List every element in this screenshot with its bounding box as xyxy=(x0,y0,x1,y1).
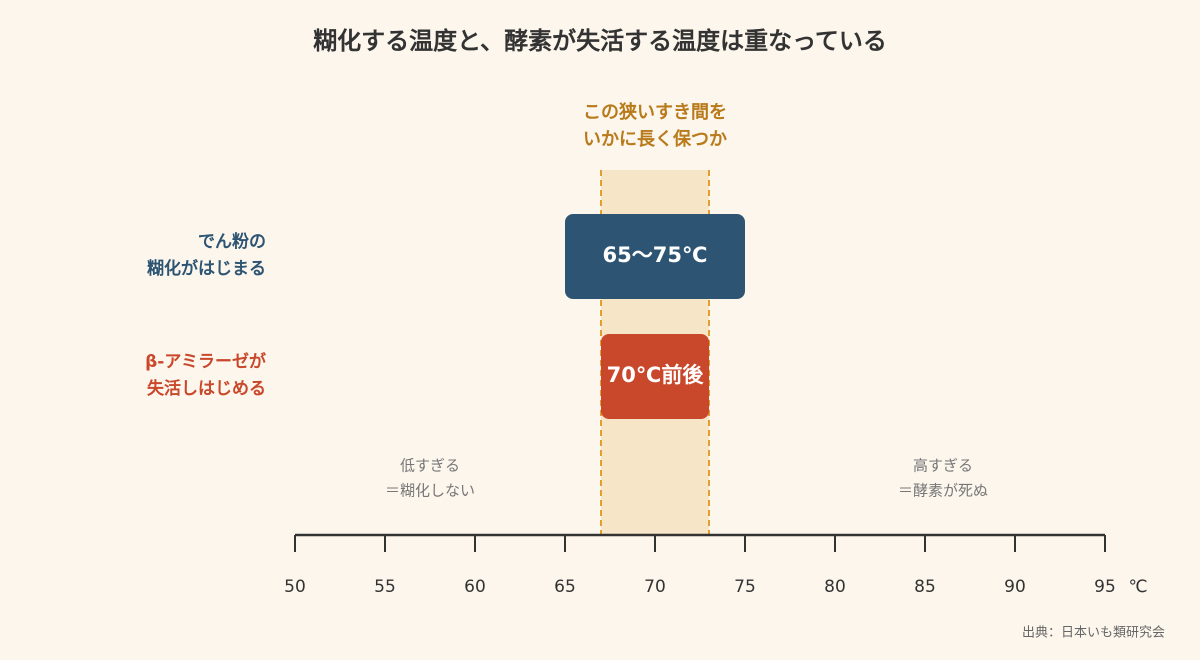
x-tick-label: 60 xyxy=(464,577,486,597)
annotation: 低すぎる xyxy=(400,457,460,475)
annotation: ＝酵素が死ぬ xyxy=(898,482,988,500)
bar-label: 70℃前後 xyxy=(607,363,705,387)
x-tick-label: 85 xyxy=(914,577,936,597)
x-tick-label: 55 xyxy=(374,577,396,597)
x-tick-label: 75 xyxy=(734,577,756,597)
highlight-label: いかに長く保つか xyxy=(583,128,727,150)
x-tick-label: 70 xyxy=(644,577,666,597)
x-tick-label: 50 xyxy=(284,577,306,597)
highlight-label: この狭いすき間を xyxy=(583,101,727,123)
bar-label: 65〜75℃ xyxy=(603,243,708,267)
series-name: 糊化がはじまる xyxy=(147,258,266,279)
x-tick-label: 80 xyxy=(824,577,846,597)
range-bar xyxy=(565,214,745,299)
x-tick-label: 90 xyxy=(1004,577,1026,597)
source: 出典：日本いも類研究会 xyxy=(1022,626,1165,641)
axis-unit: ℃ xyxy=(1128,577,1147,597)
series-name: β-アミラーゼが xyxy=(145,351,266,372)
annotation: ＝糊化しない xyxy=(385,482,475,500)
x-tick-label: 65 xyxy=(554,577,576,597)
annotation: 高すぎる xyxy=(913,457,973,475)
range-bar xyxy=(601,334,709,419)
chart-title: 糊化する温度と、酵素が失活する温度は重なっている xyxy=(313,27,887,55)
series-name: 失活しはじめる xyxy=(147,378,266,399)
x-tick-label: 95 xyxy=(1094,577,1116,597)
series-name: でん粉の xyxy=(198,231,266,252)
